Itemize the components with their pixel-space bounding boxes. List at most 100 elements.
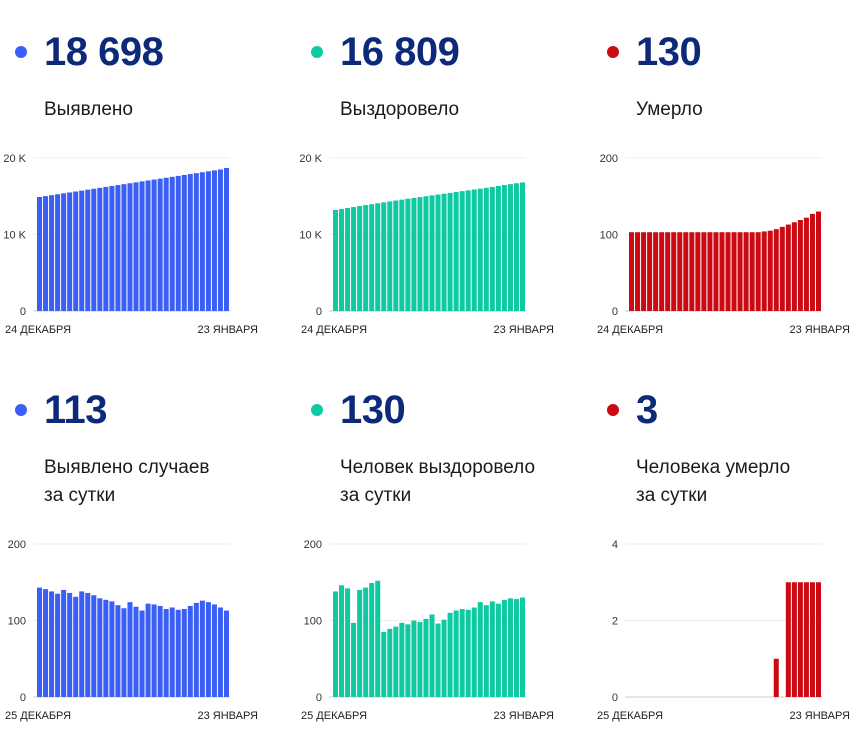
chart-bar (163, 177, 169, 311)
chart-bar (79, 190, 85, 311)
chart-bar (67, 192, 73, 311)
legend-dot-detected-daily (15, 404, 27, 416)
y-tick-label: 0 (20, 692, 26, 704)
chart-bar (91, 188, 97, 311)
chart-bar (175, 609, 181, 697)
chart-bar (477, 188, 483, 311)
chart-bar (507, 598, 513, 697)
chart-bar (411, 620, 417, 697)
died-daily-chart: 0 2 4 25 ДЕКАБРЯ 23 ЯНВАРЯ (597, 539, 850, 722)
chart-bar (91, 595, 97, 697)
chart-bar (809, 213, 815, 311)
panel-died: 130 Умерло 0 100 200 24 ДЕКАБРЯ 23 ЯНВАРЯ (592, 0, 859, 360)
label-line: за сутки (44, 485, 116, 506)
chart-bar (85, 592, 91, 697)
recovered-daily-value: 130 (340, 388, 406, 432)
chart-bar (513, 599, 519, 697)
chart-bar (477, 602, 483, 697)
chart-bar (483, 187, 489, 311)
chart-bar (459, 609, 465, 697)
y-tick-label: 200 (8, 539, 26, 551)
chart-bar (151, 604, 157, 697)
chart-bar (707, 232, 713, 311)
chart-bar (157, 178, 163, 311)
y-tick-label: 200 (304, 539, 322, 551)
y-tick-label: 10 K (299, 230, 322, 242)
chart-bar (767, 230, 773, 311)
panel-detected: 18 698 Выявлено 0 10 K 20 K 24 ДЕКАБРЯ 23 ЯН… (0, 0, 280, 360)
chart-bar (193, 173, 199, 311)
x-tick-label-start: 25 ДЕКАБРЯ (5, 710, 71, 722)
chart-bar (423, 196, 429, 311)
chart-bar (163, 609, 169, 697)
chart-bar (689, 232, 695, 311)
chart-bar (519, 597, 525, 697)
chart-bar (405, 198, 411, 311)
died-total-value: 130 (636, 30, 702, 74)
chart-bar (381, 202, 387, 311)
chart-bar (187, 605, 193, 697)
chart-bar (199, 172, 205, 311)
chart-bar (507, 184, 513, 311)
chart-bar (169, 176, 175, 311)
chart-bar (345, 588, 351, 697)
chart-bar (495, 186, 501, 311)
chart-bar (405, 624, 411, 697)
chart-bar (61, 193, 67, 311)
chart-bar (333, 591, 339, 697)
y-tick-label: 0 (316, 692, 322, 704)
chart-bar (465, 190, 471, 311)
chart-bar (145, 180, 151, 311)
chart-bar (211, 604, 217, 697)
chart-bar (369, 204, 375, 311)
recovered-total-value: 16 809 (340, 30, 460, 74)
label-line: Умерло (636, 99, 703, 120)
y-tick-label: 2 (612, 616, 618, 628)
chart-bar (205, 171, 211, 311)
detected-daily-label: Выявлено случаев за сутки (44, 454, 209, 510)
detected-daily-value: 113 (44, 388, 108, 432)
chart-bar (459, 191, 465, 311)
chart-bar (465, 609, 471, 697)
y-tick-label: 10 K (3, 230, 26, 242)
chart-bar (719, 232, 725, 311)
chart-bar (175, 175, 181, 311)
chart-bar (713, 232, 719, 311)
recovered-total-label: Выздоровело (340, 96, 459, 124)
chart-bar (749, 232, 755, 311)
chart-bar (519, 182, 525, 311)
chart-bar (501, 599, 507, 697)
chart-bar (447, 192, 453, 311)
x-tick-label-end: 23 ЯНВАРЯ (789, 324, 850, 336)
chart-bar (127, 602, 133, 697)
chart-bar (501, 185, 507, 311)
chart-bar (495, 603, 501, 697)
chart-bar (797, 582, 803, 697)
recovered-daily-label: Человек выздоровело за сутки (340, 454, 535, 510)
chart-bar (417, 622, 423, 697)
panel-recovered-daily: 130 Человек выздоровело за сутки 0 100 200… (296, 358, 576, 722)
x-tick-label-start: 24 ДЕКАБРЯ (5, 324, 71, 336)
chart-bar (779, 226, 785, 311)
chart-bar (193, 602, 199, 697)
chart-bar (145, 603, 151, 697)
chart-bar (447, 612, 453, 697)
chart-bar (43, 589, 49, 697)
x-tick-label-start: 25 ДЕКАБРЯ (597, 710, 663, 722)
chart-bar (755, 232, 761, 311)
panel-detected-daily: 113 Выявлено случаев за сутки 0 100 200 25 … (0, 358, 280, 722)
chart-bar (97, 598, 103, 697)
chart-bar (223, 610, 229, 697)
chart-bar (49, 591, 55, 697)
panel-recovered: 16 809 Выздоровело 0 10 K 20 K 24 ДЕКАБРЯ 23… (296, 0, 576, 360)
panel-died-daily: 3 Человека умерло за сутки 0 2 4 25 ДЕКАБРЯ… (592, 358, 859, 722)
chart-bar (411, 197, 417, 311)
chart-bar (785, 582, 791, 697)
chart-bar (695, 232, 701, 311)
label-line: за сутки (340, 485, 412, 506)
chart-bar (363, 587, 369, 697)
chart-bar (453, 192, 459, 311)
chart-bar (351, 207, 357, 311)
chart-bar (441, 619, 447, 697)
chart-bar (435, 623, 441, 697)
